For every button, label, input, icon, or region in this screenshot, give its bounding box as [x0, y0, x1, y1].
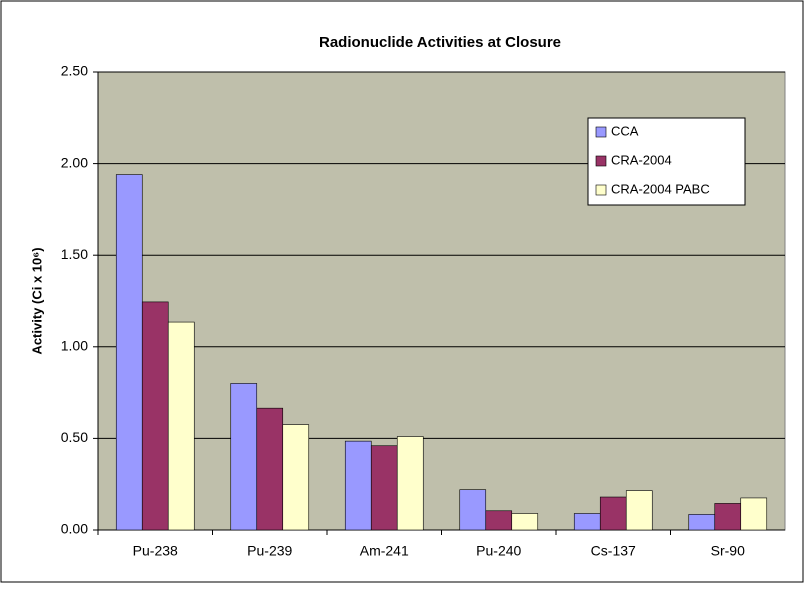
bar [230, 383, 258, 531]
x-tick-label: Pu-238 [133, 543, 178, 559]
legend-label: CRA-2004 [611, 152, 672, 167]
legend-swatch [595, 126, 607, 138]
bar [485, 510, 513, 531]
bar [459, 489, 487, 531]
y-axis-label: Activity (Ci x 10⁶) [29, 247, 44, 354]
bar [714, 503, 742, 531]
x-tick-label: Sr-90 [711, 543, 745, 559]
legend-swatch [595, 184, 607, 196]
bar [115, 174, 143, 531]
bar [344, 440, 372, 531]
bar [282, 424, 310, 531]
x-tick-label: Cs-137 [591, 543, 636, 559]
bar [599, 496, 627, 531]
x-tick-label: Pu-240 [476, 543, 521, 559]
y-tick-label: 0.00 [61, 521, 88, 537]
bar [370, 445, 398, 531]
bar [141, 301, 169, 531]
bar [625, 490, 653, 531]
bar [167, 321, 195, 531]
y-tick-label: 0.50 [61, 429, 88, 445]
bar [396, 436, 424, 531]
y-tick-label: 2.00 [61, 154, 88, 170]
bar [740, 497, 768, 531]
bar [688, 514, 716, 531]
bar [573, 513, 601, 531]
y-tick-label: 2.50 [61, 63, 88, 79]
legend-label: CRA-2004 PABC [611, 181, 710, 196]
legend-box [587, 117, 746, 206]
bar [256, 407, 284, 531]
legend-swatch [595, 155, 607, 167]
bar [511, 513, 539, 531]
chart-title: Radionuclide Activities at Closure [319, 34, 561, 51]
legend-label: CCA [611, 123, 639, 138]
x-tick-label: Pu-239 [247, 543, 292, 559]
y-tick-label: 1.50 [61, 246, 88, 262]
y-tick-label: 1.00 [61, 338, 88, 354]
x-tick-label: Am-241 [360, 543, 409, 559]
